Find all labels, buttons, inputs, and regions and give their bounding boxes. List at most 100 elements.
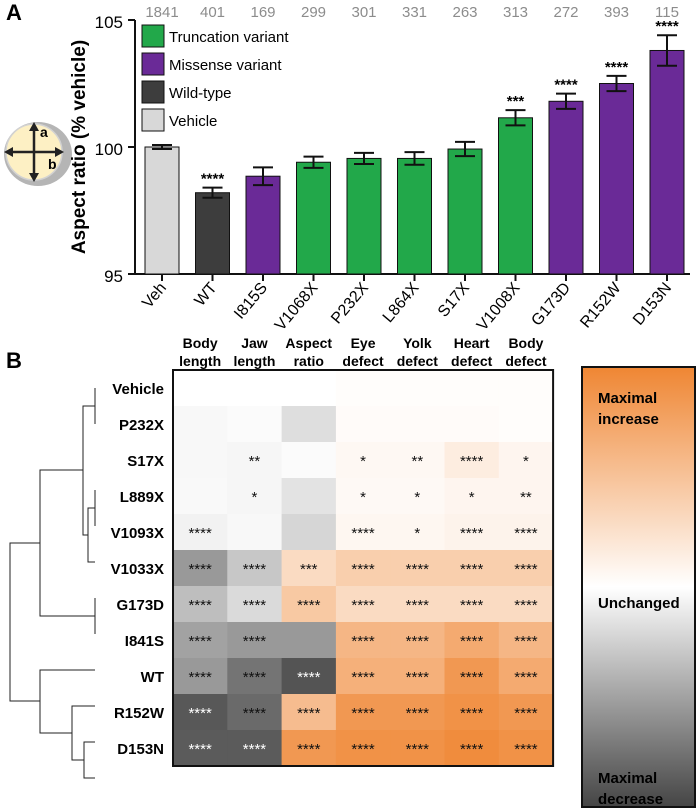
heatmap-cell [227, 586, 283, 623]
column-header: Yolk [403, 335, 432, 351]
column-header: Jaw [241, 335, 268, 351]
colorbar-middle-label: Unchanged [598, 595, 680, 612]
cell-significance: **** [460, 705, 484, 722]
aspect-ratio-schematic-icon: a b [4, 122, 72, 186]
cell-significance: * [360, 453, 366, 470]
sample-size-label: 272 [553, 4, 578, 21]
y-axis-label: Aspect ratio (% vehicle) [69, 40, 90, 254]
heatmap-cell [335, 622, 391, 659]
cell-significance: **** [188, 669, 212, 686]
cell-significance: **** [406, 597, 430, 614]
heatmap-cell [444, 730, 500, 767]
x-tick-label: G173D [528, 280, 574, 330]
row-label: Vehicle [112, 381, 164, 398]
heatmap-cell [281, 406, 337, 443]
sample-size-label: 393 [604, 4, 629, 21]
colorbar-bottom-label-line1: Maximal [598, 770, 657, 787]
heatmap-cell [173, 370, 228, 407]
error-bar [152, 143, 172, 151]
heatmap-border [172, 369, 555, 767]
row-label: D153N [117, 741, 164, 758]
heatmap-cell [444, 586, 500, 623]
x-tick-label: L864X [380, 279, 423, 326]
heatmap-cell [281, 586, 337, 623]
column-header: Eye [351, 335, 376, 351]
cell-significance: **** [297, 741, 321, 758]
cell-significance: **** [406, 705, 430, 722]
cell-significance: **** [188, 741, 212, 758]
heatmap-cell [444, 514, 500, 551]
heatmap-cell [281, 478, 337, 515]
legend-item-truncation: Truncation variant [141, 24, 289, 48]
heatmap-cell [498, 622, 554, 659]
heatmap-cell [281, 550, 337, 587]
column-header: defect [505, 353, 547, 369]
x-tick-label: I815S [231, 280, 271, 323]
heatmap-cell [390, 730, 445, 767]
significance-label: **** [605, 59, 629, 76]
heatmap-cell [390, 442, 445, 479]
cell-significance: **** [188, 633, 212, 650]
cell-significance: **** [514, 597, 538, 614]
cell-significance: **** [243, 561, 267, 578]
heatmap-cell [390, 622, 445, 659]
legend-label: Truncation variant [169, 29, 289, 46]
colorbar-top-label-line1: Maximal [598, 390, 657, 407]
cell-significance: **** [460, 669, 484, 686]
cell-significance: **** [514, 705, 538, 722]
heatmap-cell [173, 622, 228, 659]
error-bar [354, 151, 374, 166]
heatmap-cell [281, 514, 337, 551]
heatmap-cell [281, 622, 337, 659]
cell-significance: **** [188, 597, 212, 614]
column-header: defect [451, 353, 493, 369]
cell-significance: **** [351, 525, 375, 542]
heatmap-cell [227, 622, 283, 659]
cell-significance: * [414, 525, 420, 542]
cell-significance: **** [406, 561, 430, 578]
heatmap-cell [173, 478, 228, 515]
y-tick-label: 100 [95, 140, 123, 159]
heatmap-cell [498, 730, 554, 767]
cell-significance: **** [514, 669, 538, 686]
cell-significance: **** [460, 561, 484, 578]
y-tick-label: 105 [95, 13, 123, 32]
heatmap-cell [390, 586, 445, 623]
heatmap-cell [173, 514, 228, 551]
significance-label: *** [507, 93, 525, 110]
cell-significance: * [469, 489, 475, 506]
sample-size-label: 263 [452, 4, 477, 21]
error-bar [455, 140, 475, 158]
x-tick-label: Veh [139, 280, 170, 312]
cell-significance: **** [514, 633, 538, 650]
cell-significance: **** [460, 597, 484, 614]
cell-significance: ** [412, 453, 424, 470]
bar-i815s [245, 175, 281, 275]
heatmap-cell [173, 586, 228, 623]
schematic-label-a: a [40, 124, 48, 140]
heatmap-cell [335, 370, 391, 407]
heatmap-cell [498, 406, 554, 443]
heatmap-cell [173, 730, 228, 767]
heatmap-cell [281, 370, 337, 407]
cell-significance: ** [520, 489, 532, 506]
dendrogram [9, 388, 96, 779]
heatmap-cell [335, 658, 391, 695]
bar-veh [144, 146, 180, 275]
colorbar [581, 366, 696, 808]
heatmap-cell [390, 550, 445, 587]
heatmap-cell [498, 442, 554, 479]
bar-r152w [599, 83, 634, 275]
sample-size-label: 331 [402, 4, 427, 21]
heatmap-cell [444, 550, 500, 587]
column-header: defect [342, 353, 384, 369]
cell-significance: **** [243, 705, 267, 722]
error-bar [556, 92, 576, 110]
heatmap-cell [498, 658, 554, 695]
heatmap-cell [498, 586, 554, 623]
heatmap-cell [281, 658, 337, 695]
heatmap-cell [173, 658, 228, 695]
cell-significance: **** [188, 561, 212, 578]
column-header: Body [508, 335, 543, 351]
